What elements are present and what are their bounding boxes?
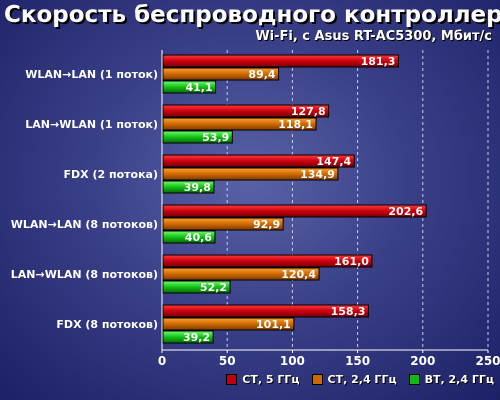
bar-0-3 [162, 204, 427, 218]
bar-2-3 [162, 230, 216, 244]
x-tick-label-50: 50 [219, 354, 236, 368]
bar-1-2 [162, 167, 339, 181]
legend-swatch-24ghz [311, 374, 323, 385]
bar-0-4 [162, 254, 373, 268]
legend-item-24ghz: СТ, 2,4 ГГц [311, 373, 397, 386]
value-label-2-4: 52,2 [200, 281, 227, 294]
value-label-1-5: 101,1 [256, 318, 291, 331]
chart-title: Скорость беспроводного контроллера [4, 2, 500, 28]
legend-label-bt-24ghz: ВТ, 2,4 ГГц [424, 373, 494, 386]
value-label-0-1: 127,8 [291, 105, 326, 118]
category-label-3: WLAN→LAN (8 потоков) [11, 218, 158, 231]
bar-1-4 [162, 267, 320, 281]
x-tick-label-150: 150 [345, 354, 370, 368]
x-tick-label-100: 100 [280, 354, 305, 368]
chart-subtitle: Wi-Fi, с Asus RT-AC5300, Мбит/с [255, 29, 492, 44]
bar-0-1 [162, 104, 330, 118]
value-label-0-5: 158,3 [331, 305, 366, 318]
bar-0-5 [162, 304, 369, 318]
bar-0-2 [162, 154, 355, 168]
bar-1-0 [162, 67, 280, 81]
value-label-2-2: 39,8 [184, 181, 211, 194]
labels: 0 50 100 150 200 250 WLAN→LAN (1 поток) 181,3 89… [11, 55, 500, 368]
bar-2-0 [162, 80, 217, 94]
bar-2-1 [162, 130, 233, 144]
legend-swatch-bt-24ghz [408, 374, 420, 385]
bar-2-2 [162, 180, 215, 194]
category-label-0: WLAN→LAN (1 поток) [25, 68, 158, 81]
x-tick-label-200: 200 [410, 354, 435, 368]
value-label-0-3: 202,6 [388, 205, 423, 218]
grid [161, 50, 489, 353]
legend-label-24ghz: СТ, 2,4 ГГц [327, 373, 397, 386]
legend-item-5ghz: СТ, 5 ГГц [226, 373, 300, 386]
bar-1-3 [162, 217, 284, 231]
legend-swatch-5ghz [226, 374, 238, 385]
value-label-1-2: 134,9 [300, 168, 335, 181]
value-label-2-3: 40,6 [185, 231, 212, 244]
value-label-1-4: 120,4 [281, 268, 316, 281]
category-label-5: FDX (8 потоков) [56, 318, 158, 331]
value-label-2-0: 41,1 [185, 81, 212, 94]
category-label-4: LAN→WLAN (8 потоков) [11, 268, 158, 281]
value-label-0-2: 147,4 [316, 155, 351, 168]
bar-2-4 [162, 280, 231, 294]
value-label-0-4: 161,0 [334, 255, 369, 268]
x-tick-label-250: 250 [475, 354, 500, 368]
category-label-1: LAN→WLAN (1 поток) [25, 118, 158, 131]
category-label-2: FDX (2 потока) [64, 168, 158, 181]
x-tick-label-0: 0 [158, 354, 166, 368]
bar-1-5 [162, 317, 295, 331]
bar-0-0 [162, 54, 399, 68]
value-label-0-0: 181,3 [361, 55, 396, 68]
value-label-1-1: 118,1 [278, 118, 313, 131]
value-label-1-3: 92,9 [253, 218, 280, 231]
value-label-1-0: 89,4 [248, 68, 275, 81]
legend: СТ, 5 ГГц СТ, 2,4 ГГц ВТ, 2,4 ГГц [226, 373, 494, 386]
bar-1-1 [162, 117, 317, 131]
legend-item-bt-24ghz: ВТ, 2,4 ГГц [408, 373, 494, 386]
value-label-2-5: 39,2 [183, 331, 210, 344]
value-label-2-1: 53,9 [202, 131, 229, 144]
legend-label-5ghz: СТ, 5 ГГц [242, 373, 300, 386]
bars [162, 54, 427, 344]
bar-2-5 [162, 330, 214, 344]
